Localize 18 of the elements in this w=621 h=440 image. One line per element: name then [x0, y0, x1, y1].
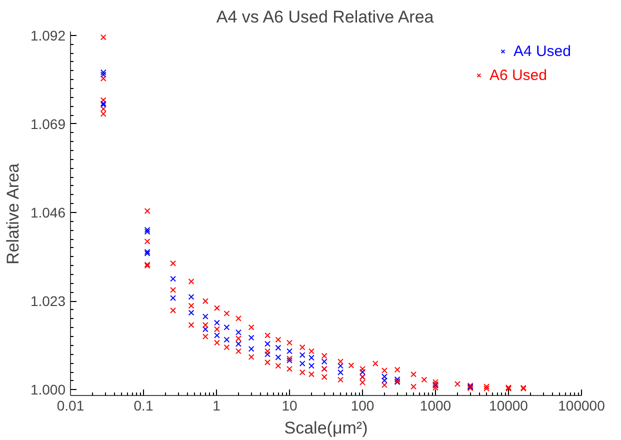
y-tick-label: 1.092: [30, 27, 66, 44]
x-tick-label: 1000: [420, 398, 452, 414]
y-tick-label: 1.000: [30, 382, 66, 398]
x-tick-label: 0.01: [56, 398, 84, 414]
legend-label: A6 Used: [489, 66, 547, 84]
x-tick-label: 10: [282, 398, 298, 414]
legend-label: A4 Used: [513, 42, 571, 60]
x-axis-title: Scale(μm²): [284, 418, 368, 438]
x-tick-label: 0.1: [134, 398, 154, 414]
y-axis-title: Relative Area: [3, 162, 22, 265]
x-tick-label: 100: [350, 398, 374, 414]
chart-title: A4 vs A6 Used Relative Area: [216, 8, 434, 26]
y-tick-label: 1.069: [30, 116, 66, 132]
x-tick-label: 1: [212, 398, 221, 414]
y-tick-label: 1.046: [30, 204, 66, 221]
x-tick-label: 10000: [489, 398, 528, 414]
y-tick-label: 1.023: [30, 293, 66, 310]
x-tick-label: 100000: [558, 398, 606, 414]
